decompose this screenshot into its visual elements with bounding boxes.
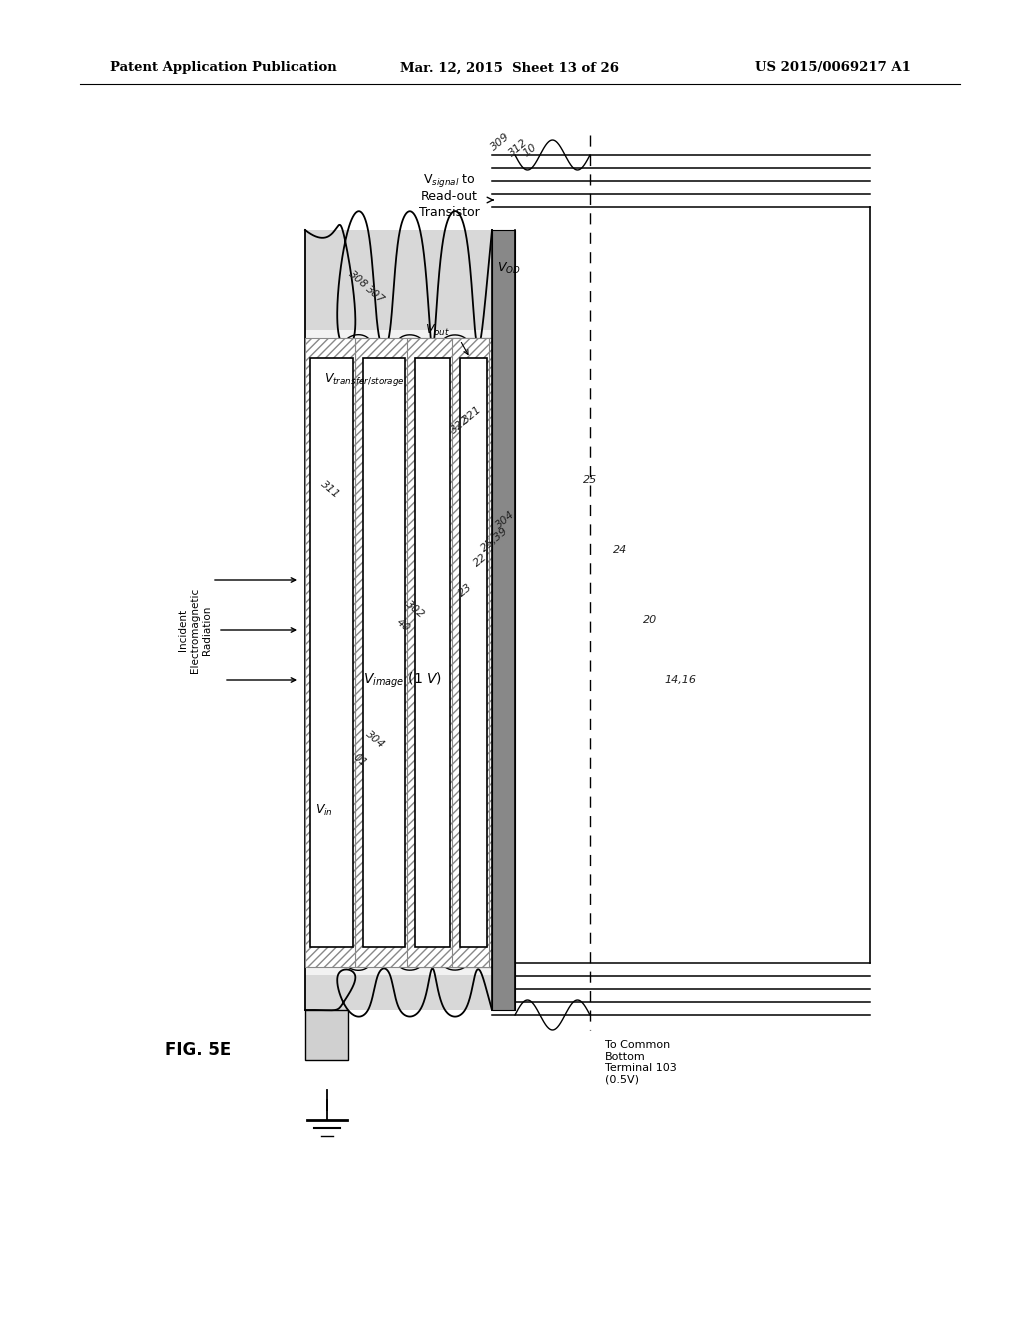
Text: V$_{signal}$ to
Read-out
Transistor: V$_{signal}$ to Read-out Transistor <box>419 172 480 219</box>
Text: Patent Application Publication: Patent Application Publication <box>110 62 337 74</box>
Bar <box>305 330 492 975</box>
Bar <box>305 1010 348 1060</box>
Text: To Common
Bottom
Terminal 103
(0.5V): To Common Bottom Terminal 103 (0.5V) <box>605 1040 677 1085</box>
Text: 14,16: 14,16 <box>664 675 696 685</box>
Text: 25,39: 25,39 <box>479 525 511 554</box>
Text: $V_{out}$: $V_{out}$ <box>425 322 450 338</box>
Bar <box>460 358 487 946</box>
Text: 304: 304 <box>494 510 516 531</box>
Text: 20: 20 <box>643 615 657 624</box>
Text: US 2015/0069217 A1: US 2015/0069217 A1 <box>755 62 911 74</box>
Bar <box>492 230 515 1010</box>
Bar <box>407 338 495 968</box>
Bar <box>355 338 495 968</box>
Text: 302: 302 <box>403 599 426 620</box>
Text: 311: 311 <box>318 479 341 500</box>
Text: 40: 40 <box>394 616 412 634</box>
Bar <box>452 338 495 968</box>
Text: FIG. 5E: FIG. 5E <box>165 1041 231 1059</box>
Bar <box>362 358 406 946</box>
Bar <box>310 358 353 946</box>
Text: 307: 307 <box>364 284 386 306</box>
Text: $V_{transfer/storage}$: $V_{transfer/storage}$ <box>324 371 406 388</box>
Bar <box>305 975 492 1010</box>
Text: 10: 10 <box>521 141 539 158</box>
Text: 25: 25 <box>583 475 597 484</box>
Text: $V_{OD}$: $V_{OD}$ <box>497 260 521 276</box>
Text: 22: 22 <box>471 552 488 569</box>
Text: Mar. 12, 2015  Sheet 13 of 26: Mar. 12, 2015 Sheet 13 of 26 <box>400 62 618 74</box>
Bar <box>489 338 495 968</box>
Text: $V_{in}$: $V_{in}$ <box>315 803 333 817</box>
Text: 304: 304 <box>364 729 386 751</box>
Bar <box>305 338 355 968</box>
Text: 309: 309 <box>488 131 511 153</box>
Text: $V_{image}\ (1\ V)$: $V_{image}\ (1\ V)$ <box>362 671 442 689</box>
Text: 24: 24 <box>613 545 627 554</box>
Text: 312: 312 <box>507 137 529 158</box>
Bar <box>415 358 450 946</box>
Text: 23: 23 <box>457 582 474 598</box>
Text: 308: 308 <box>346 269 370 290</box>
Bar <box>305 230 492 330</box>
Text: 01: 01 <box>351 751 369 768</box>
Text: Incident
Electromagnetic
Radiation: Incident Electromagnetic Radiation <box>178 587 212 673</box>
Text: 322: 322 <box>449 414 471 436</box>
Bar <box>492 260 507 380</box>
Text: 321: 321 <box>461 404 483 426</box>
